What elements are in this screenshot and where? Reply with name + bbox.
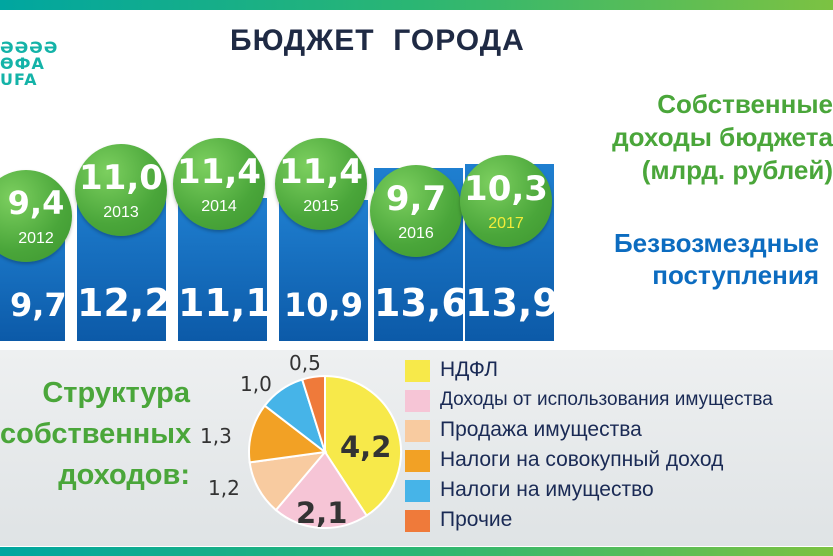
legend-swatch [405,420,430,442]
pie-value-label: 4,2 [340,430,392,464]
legend-own-line: (млрд. рублей) [641,155,833,185]
legend-own-line: Собственные [657,89,833,119]
pie-slice [300,374,326,453]
legend-label: Продажа имущества [440,418,642,441]
legend-swatch [405,360,430,382]
year-label: 2012 [18,229,54,247]
grants-bar-label: 9,7 [10,286,67,324]
year-label: 2016 [398,224,434,242]
pie-value-label: 1,2 [208,476,240,500]
income-structure-pie [248,374,402,529]
own-income-circle-2016: 9,7 2016 [370,164,462,257]
own-income-circle-2015: 11,4 2015 [275,137,367,230]
grants-bar-label: 13,9 [465,281,559,325]
structure-title-line: Структура [42,377,190,409]
own-income-value: 11,4 [177,151,261,192]
pie-slice [274,450,369,529]
legend-swatch [405,450,430,472]
legend-label: НДФЛ [440,358,498,381]
legend-grants-line: Безвозмездные [613,228,819,258]
grants-bar-label: 13,6 [374,281,468,325]
year-label: 2017 [488,215,524,233]
year-label: 2013 [103,204,139,221]
own-income-value: 11,0 [79,158,163,198]
pie-value-label: 2,1 [296,496,348,530]
legend-label: Доходы от использования имущества [440,389,773,410]
legend-label: Налоги на совокупный доход [440,448,724,471]
own-income-circle-2012: 9,4 2012 [0,169,72,262]
own-income-value: 11,4 [279,151,363,192]
own-income-circle-2013: 11,0 2013 [75,144,167,236]
logo-line: ӨФА [0,54,45,73]
pie-value-label: 1,0 [240,372,272,396]
structure-title-line: доходов: [58,459,190,491]
legend-own-line: доходы бюджета [612,122,833,152]
legend-label: Прочие [440,508,513,531]
structure-title: Структура собственных доходов: [0,373,192,496]
year-label: 2015 [303,197,339,215]
grants-bar-label: 12,2 [77,281,171,325]
legend-label: Налоги на имущество [440,478,654,501]
legend-swatch [405,390,430,412]
legend-swatch [405,510,430,532]
legend-own-income: Собственные доходы бюджета (млрд. рублей… [573,88,833,187]
pie-value-label: 1,3 [200,424,232,448]
own-income-value: 9,7 [385,178,447,219]
year-label: 2014 [201,197,237,215]
own-income-value: 10,3 [464,169,548,210]
page-title: БЮДЖЕТ ГОРОДА [230,24,525,57]
legend-grants-line: поступления [652,260,819,290]
legend-grants: Безвозмездные поступления [569,227,819,291]
bottom-stripe [0,547,833,556]
top-stripe [0,0,833,10]
grants-bar-label: 10,9 [284,286,363,324]
pie-value-label: 0,5 [289,351,321,375]
city-logo: ƏƏƏƏ ӨФА UFA [0,40,60,88]
own-income-circle-2017: 10,3 2017 [460,155,552,248]
logo-line: ƏƏƏƏ [0,38,59,57]
grants-bar-label: 11,1 [178,281,272,325]
own-income-value: 9,4 [7,183,65,222]
structure-title-line: собственных [0,418,192,450]
own-income-circle-2014: 11,4 2014 [173,137,265,230]
logo-line: UFA [0,70,38,89]
pie-slice [248,404,328,464]
legend-swatch [405,480,430,502]
